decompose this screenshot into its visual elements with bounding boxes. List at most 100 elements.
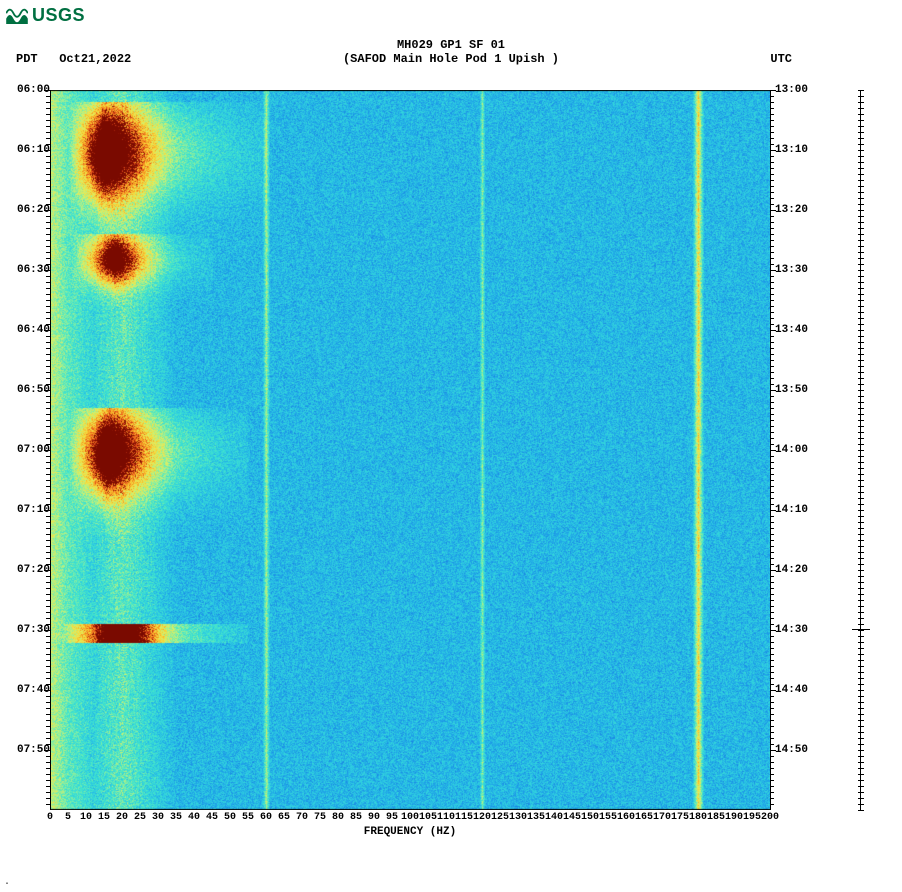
x-tick-label: 190 [725, 812, 743, 823]
y-right-minor-tick [770, 216, 774, 217]
y-right-minor-tick [770, 504, 774, 505]
y-right-tick [770, 270, 776, 271]
y-left-tick [44, 270, 50, 271]
y-far-tick [858, 102, 864, 103]
y-far-tick [858, 786, 864, 787]
y-far-tick [858, 396, 864, 397]
x-tick-label: 170 [653, 812, 671, 823]
y-left-minor-tick [46, 162, 50, 163]
y-far-tick [858, 366, 864, 367]
x-tick-label: 20 [116, 812, 128, 823]
usgs-logo: USGS [6, 4, 85, 26]
y-right-minor-tick [770, 336, 774, 337]
y-far-tick [858, 186, 864, 187]
y-right-minor-tick [770, 426, 774, 427]
y-far-tick [858, 378, 864, 379]
y-far-tick [858, 288, 864, 289]
y-right-minor-tick [770, 168, 774, 169]
y-left-minor-tick [46, 174, 50, 175]
y-right-minor-tick [770, 780, 774, 781]
x-tick-label: 180 [689, 812, 707, 823]
y-far-tick [858, 702, 864, 703]
y-right-minor-tick [770, 96, 774, 97]
y-far-tick [858, 198, 864, 199]
y-right-minor-tick [770, 438, 774, 439]
y-left-minor-tick [46, 432, 50, 433]
y-right-minor-tick [770, 588, 774, 589]
y-far-tick [858, 336, 864, 337]
y-far-tick [858, 534, 864, 535]
y-far-tick [858, 696, 864, 697]
y-right-tick [770, 390, 776, 391]
y-right-minor-tick [770, 360, 774, 361]
y-left-minor-tick [46, 462, 50, 463]
x-tick-label: 45 [206, 812, 218, 823]
y-far-tick [858, 294, 864, 295]
y-left-tick [44, 510, 50, 511]
x-axis: FREQUENCY (HZ) 0510152025303540455055606… [50, 812, 770, 852]
y-left-minor-tick [46, 660, 50, 661]
y-left-minor-tick [46, 738, 50, 739]
y-right-minor-tick [770, 408, 774, 409]
y-far-tick [858, 216, 864, 217]
y-right-minor-tick [770, 672, 774, 673]
usgs-wave-icon [6, 6, 28, 24]
y-right-minor-tick [770, 222, 774, 223]
y-left-minor-tick [46, 366, 50, 367]
y-far-tick [858, 138, 864, 139]
y-far-tick [858, 444, 864, 445]
y-far-tick [858, 324, 864, 325]
y-left-minor-tick [46, 318, 50, 319]
y-left-minor-tick [46, 120, 50, 121]
y-left-minor-tick [46, 300, 50, 301]
y-far-tick [858, 252, 864, 253]
y-left-minor-tick [46, 240, 50, 241]
y-left-tick [44, 390, 50, 391]
y-right-minor-tick [770, 132, 774, 133]
y-left-minor-tick [46, 492, 50, 493]
y-left-minor-tick [46, 486, 50, 487]
x-tick-label: 185 [707, 812, 725, 823]
y-right-minor-tick [770, 636, 774, 637]
y-far-tick [858, 684, 864, 685]
y-left-minor-tick [46, 204, 50, 205]
y-far-tick [858, 276, 864, 277]
y-left-minor-tick [46, 714, 50, 715]
y-far-tick [858, 486, 864, 487]
y-left-minor-tick [46, 144, 50, 145]
y-left-minor-tick [46, 426, 50, 427]
y-far-tick [858, 408, 864, 409]
y-left-minor-tick [46, 108, 50, 109]
x-tick-label: 175 [671, 812, 689, 823]
y-far-tick [858, 492, 864, 493]
y-left-minor-tick [46, 336, 50, 337]
left-timezone: PDT [16, 52, 38, 66]
y-left-minor-tick [46, 528, 50, 529]
y-far-tick [858, 642, 864, 643]
header-left: PDT Oct21,2022 [16, 52, 131, 66]
x-tick-label: 150 [581, 812, 599, 823]
y-far-tick [858, 300, 864, 301]
y-right-minor-tick [770, 738, 774, 739]
y-far-tick [858, 372, 864, 373]
y-right-minor-tick [770, 306, 774, 307]
y-far-tick [858, 204, 864, 205]
y-far-tick [858, 360, 864, 361]
y-left-minor-tick [46, 516, 50, 517]
y-right-tick [770, 90, 776, 91]
y-right-label: 13:30 [775, 264, 808, 276]
x-tick-label: 35 [170, 812, 182, 823]
y-left-minor-tick [46, 126, 50, 127]
y-far-tick [858, 774, 864, 775]
y-left-minor-tick [46, 726, 50, 727]
y-right-label: 14:30 [775, 624, 808, 636]
y-right-minor-tick [770, 456, 774, 457]
y-right-minor-tick [770, 144, 774, 145]
x-tick-label: 165 [635, 812, 653, 823]
y-far-tick [858, 402, 864, 403]
y-left-minor-tick [46, 522, 50, 523]
y-far-tick [858, 414, 864, 415]
y-left-minor-tick [46, 384, 50, 385]
y-far-tick [858, 108, 864, 109]
y-far-tick [858, 516, 864, 517]
